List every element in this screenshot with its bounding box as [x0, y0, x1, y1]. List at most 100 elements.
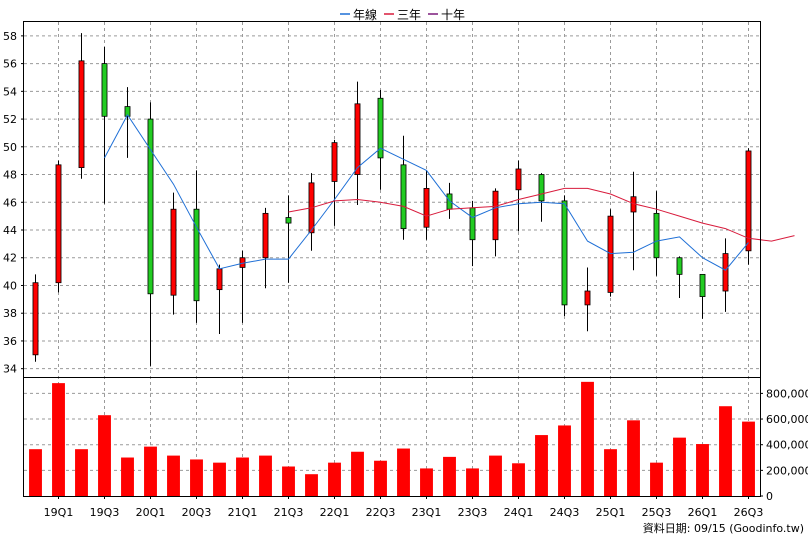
- candle-body: [676, 257, 683, 275]
- candles: [32, 33, 752, 366]
- volume-bar: [512, 463, 525, 496]
- volume-bar: [604, 449, 617, 496]
- candle-body: [331, 142, 338, 182]
- price-tick-label: 48: [3, 169, 17, 182]
- x-tick-label: 25Q3: [642, 506, 672, 519]
- price-tick-label: 34: [3, 363, 17, 376]
- volume-bar: [696, 444, 709, 496]
- series-line: [288, 187, 795, 242]
- x-tick-label: 24Q1: [504, 506, 534, 519]
- x-tick-label: 19Q1: [44, 506, 74, 519]
- candle-body: [699, 273, 706, 297]
- volume-bar: [190, 459, 203, 496]
- x-tick-label: 20Q1: [136, 506, 166, 519]
- volume-bar: [535, 435, 548, 496]
- candle-body: [607, 215, 614, 293]
- volume-bar: [397, 448, 410, 496]
- candle-body: [262, 212, 269, 259]
- legend-label: 年線: [353, 7, 377, 22]
- x-tick-label: 21Q3: [274, 506, 304, 519]
- volume-bar: [52, 383, 65, 496]
- candle-body: [216, 268, 223, 291]
- legend-label: 十年: [441, 8, 465, 22]
- candle-body: [32, 282, 39, 356]
- volume-bar: [328, 462, 341, 496]
- x-axis: 19Q1 19Q3 20Q1 20Q3 21Q1 21Q3 22Q1 22Q3 23Q1 23Q3…: [44, 496, 764, 519]
- price-tick-label: 52: [3, 113, 17, 126]
- candle-body: [285, 217, 292, 224]
- volume-bar: [420, 468, 433, 496]
- x-tick-label: 24Q3: [550, 506, 580, 519]
- volume-bar: [29, 449, 42, 496]
- x-tick-label: 26Q1: [688, 506, 718, 519]
- series-line: [104, 113, 749, 271]
- volume-tick-label: 200,000: [766, 464, 808, 477]
- candle-body: [515, 168, 522, 191]
- candle-body: [492, 190, 499, 241]
- price-tick-label: 54: [3, 85, 17, 98]
- x-tick-label: 25Q1: [596, 506, 626, 519]
- volume-tick-label: 400,000: [766, 439, 808, 452]
- volume-bar: [75, 449, 88, 496]
- volume-tick-label: 0: [766, 490, 773, 503]
- price-tick-label: 46: [3, 196, 17, 209]
- candle-body: [538, 174, 545, 202]
- volume-bar: [144, 446, 157, 496]
- candle-body: [170, 208, 177, 296]
- price-tick-label: 56: [3, 58, 17, 71]
- price-tick-label: 40: [3, 279, 17, 292]
- volume-bar: [351, 451, 364, 496]
- price-tick-label: 38: [3, 307, 17, 320]
- candle-body: [745, 150, 752, 252]
- x-tick-label: 22Q3: [366, 506, 396, 519]
- data-date-footer: 資料日期: 09/15 (Goodinfo.tw): [643, 521, 804, 535]
- x-tick-label: 20Q3: [182, 506, 212, 519]
- x-tick-label: 19Q3: [90, 506, 120, 519]
- volume-bar: [627, 420, 640, 496]
- candle-body: [193, 208, 200, 302]
- volume-bar: [443, 456, 456, 496]
- x-tick-label: 23Q3: [458, 506, 488, 519]
- candle-body: [55, 164, 62, 284]
- candle-body: [101, 63, 108, 117]
- price-tick-label: 50: [3, 141, 17, 154]
- legend-label: 三年: [397, 8, 421, 22]
- x-tick-label: 22Q1: [320, 506, 350, 519]
- candle-body: [561, 200, 568, 306]
- volume-bar: [98, 415, 111, 496]
- volume-bar: [236, 457, 249, 496]
- volume-bar: [466, 468, 479, 496]
- volume-bars: [29, 381, 755, 496]
- price-tick-label: 58: [3, 30, 17, 43]
- price-tick-label: 42: [3, 252, 17, 265]
- volume-bar: [650, 462, 663, 496]
- candle-body: [354, 103, 361, 175]
- candle-body: [400, 164, 407, 230]
- x-tick-label: 23Q1: [412, 506, 442, 519]
- volume-tick-label: 800,000: [766, 387, 808, 400]
- volume-bar: [489, 455, 502, 496]
- volume-bar: [167, 455, 180, 496]
- volume-bar: [305, 474, 318, 496]
- candle-body: [78, 60, 85, 169]
- moving-average-lines: [104, 113, 795, 271]
- volume-bar: [121, 457, 134, 496]
- x-tick-label: 21Q1: [228, 506, 258, 519]
- gridlines: [24, 22, 760, 496]
- volume-panel-frame: [23, 377, 761, 497]
- volume-bar: [742, 421, 755, 496]
- price-tick-label: 44: [3, 224, 17, 237]
- legend: 年線 三年 十年: [340, 7, 465, 22]
- volume-bar: [673, 437, 686, 496]
- candle-body: [653, 212, 660, 259]
- volume-tick-label: 600,000: [766, 413, 808, 426]
- volume-bar: [374, 460, 387, 496]
- candle-body: [377, 97, 384, 159]
- volume-bar: [259, 455, 272, 496]
- candle-body: [124, 106, 131, 117]
- price-tick-label: 36: [3, 335, 17, 348]
- volume-bar: [282, 466, 295, 496]
- volume-bar: [213, 462, 226, 496]
- x-tick-label: 26Q3: [734, 506, 764, 519]
